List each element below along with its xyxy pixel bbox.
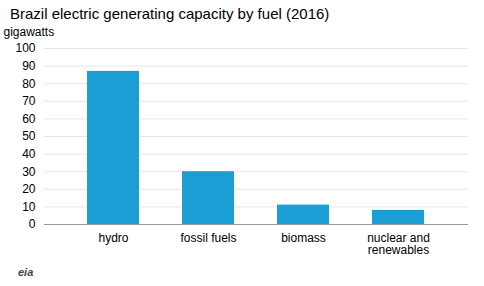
svg-text:20: 20 (22, 182, 36, 196)
svg-text:10: 10 (22, 200, 36, 214)
html-text:Brazil electric generating cap: Brazil electric generating capacity by f… (10, 5, 330, 22)
svg-text:biomass: biomass (281, 231, 326, 245)
svg-text:50: 50 (22, 129, 36, 143)
svg-text:hydro: hydro (98, 231, 128, 245)
svg-text:30: 30 (22, 165, 36, 179)
svg-text:70: 70 (22, 94, 36, 108)
svg-text:80: 80 (22, 77, 36, 91)
html-text:eia: eia (18, 266, 34, 278)
svg-text:fossil fuels: fossil fuels (180, 231, 236, 245)
svg-text:nuclear andrenewables: nuclear andrenewables (367, 231, 430, 257)
svg-text:gigawatts: gigawatts (4, 25, 55, 39)
svg-text:90: 90 (22, 59, 36, 73)
svg-text:0: 0 (29, 217, 36, 231)
svg-text:100: 100 (15, 41, 35, 55)
svg-text:40: 40 (22, 147, 36, 161)
svg-text:60: 60 (22, 112, 36, 126)
